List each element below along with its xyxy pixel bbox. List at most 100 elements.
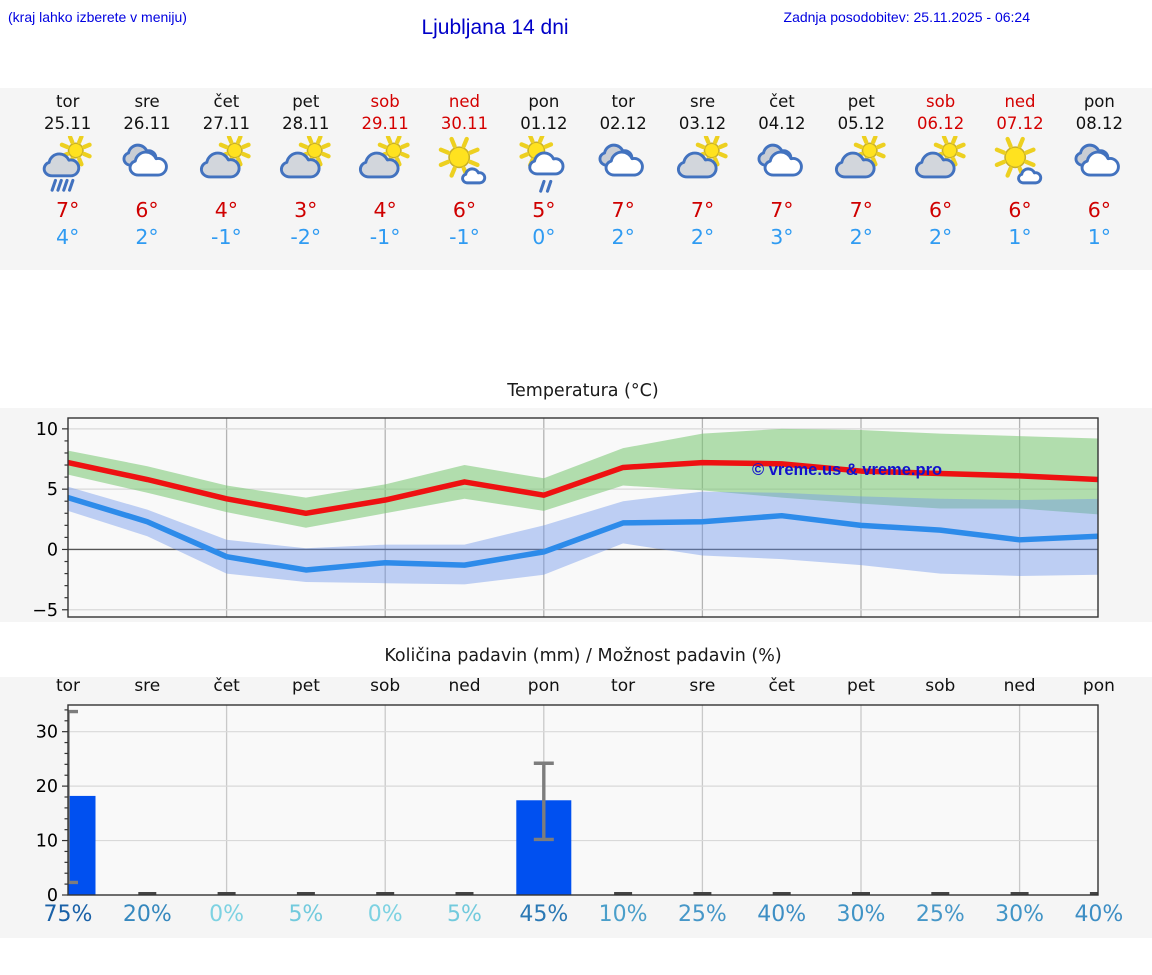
high-temp: 7° [770, 198, 794, 222]
forecast-day: čet 04.12 7° 3° [742, 88, 821, 270]
forecast-day: sob 06.12 6° 2° [901, 88, 980, 270]
day-name: pet [847, 92, 875, 111]
day-date: 07.12 [996, 114, 1044, 133]
high-temp: 4° [373, 198, 397, 222]
temperature-chart-title: Temperatura (°C) [507, 381, 659, 401]
forecast-day: sre 26.11 6° 2° [107, 88, 186, 270]
precip-probability: 30% [995, 902, 1045, 927]
forecast-day: ned 07.12 6° 1° [980, 88, 1059, 270]
forecast-day: pon 08.12 6° 1° [1060, 88, 1139, 270]
sun-cloud-icon [345, 134, 424, 194]
precip-day-label: sob [370, 676, 401, 696]
precip-probability: 20% [122, 902, 172, 927]
precip-probability: 0% [209, 902, 245, 927]
forecast-day: tor 02.12 7° 2° [584, 88, 663, 270]
day-name: tor [611, 92, 635, 111]
svg-text:10: 10 [36, 832, 58, 852]
day-date: 02.12 [599, 114, 647, 133]
precipitation-chart-plot: 0 10 20 30 [36, 704, 1099, 906]
low-temp: -1° [449, 225, 480, 249]
sun-cloud-icon [187, 134, 266, 194]
cloudy-icon [107, 136, 186, 194]
svg-text:0: 0 [47, 540, 58, 560]
low-temp: 4° [56, 225, 80, 249]
svg-text:−5: −5 [32, 601, 58, 621]
precip-probability: 40% [757, 902, 807, 927]
svg-text:30: 30 [36, 723, 58, 743]
precip-probability: 5% [447, 902, 482, 927]
high-temp: 7° [690, 198, 715, 222]
mostly-sunny-icon [425, 136, 504, 194]
sun-cloud-icon [822, 134, 901, 194]
low-temp: 2° [611, 225, 635, 249]
precip-day-label: pet [847, 676, 875, 696]
high-temp: 6° [135, 198, 159, 222]
svg-text:20: 20 [36, 777, 58, 797]
precip-day-label: čet [768, 676, 795, 696]
mostly-sunny-icon [980, 136, 1059, 194]
high-temp: 6° [452, 198, 477, 222]
precip-probability: 45% [519, 902, 569, 927]
day-date: 03.12 [678, 114, 727, 133]
day-name: sob [370, 92, 400, 111]
forecast-day: ned 30.11 6° -1° [425, 88, 504, 270]
forecast-day: sob 29.11 4° -1° [345, 88, 424, 270]
day-date: 08.12 [1075, 114, 1123, 133]
low-temp: -1° [369, 225, 401, 249]
sun-cloud-icon [901, 134, 980, 194]
low-temp: 0° [532, 225, 556, 249]
day-name: tor [56, 92, 80, 111]
sun-cloud-showers-icon [504, 133, 583, 194]
precip-probability: 0% [367, 902, 403, 927]
sun-cloud-rain-icon [28, 134, 107, 194]
day-date: 30.11 [440, 114, 489, 133]
forecast-day: pet 28.11 3° -2° [266, 88, 345, 270]
high-temp: 4° [214, 198, 239, 222]
high-temp: 6° [1008, 198, 1032, 222]
precip-probability: 75% [43, 902, 93, 927]
day-date: 01.12 [520, 114, 568, 133]
watermark-link[interactable]: © vreme.us & vreme.pro [752, 461, 943, 479]
day-name: pet [292, 92, 320, 111]
cloudy-icon [742, 136, 821, 194]
sun-cloud-icon [266, 134, 345, 194]
day-name: čet [769, 92, 795, 111]
day-date: 27.11 [202, 114, 251, 133]
low-temp: 1° [1008, 225, 1032, 249]
svg-text:0: 0 [47, 886, 58, 906]
low-temp: 2° [928, 225, 953, 249]
last-update: Zadnja posodobitev: 25.11.2025 - 06:24 [783, 9, 1030, 25]
day-name: pon [1083, 92, 1115, 111]
precip-probability: 30% [836, 902, 886, 927]
temperature-chart-plot: −5 0 5 10 [32, 417, 1099, 621]
precip-day-label: ned [448, 676, 481, 696]
day-date: 05.12 [837, 114, 885, 133]
day-name: ned [448, 92, 481, 111]
forecast-strip-background [0, 88, 1152, 270]
high-temp: 7° [56, 198, 80, 222]
precip-day-label: pet [291, 676, 320, 696]
precip-day-label: čet [213, 676, 240, 696]
precip-day-label: tor [55, 676, 81, 696]
day-date: 25.11 [44, 114, 92, 133]
location-hint: (kraj lahko izberete v meniju) [8, 9, 187, 25]
day-date: 28.11 [282, 114, 330, 133]
forecast-day: pet 05.12 7° 2° [822, 88, 901, 270]
precip-day-label: sob [925, 676, 956, 696]
svg-text:10: 10 [36, 420, 58, 440]
forecast-day: pon 01.12 5° 0° [504, 88, 583, 270]
high-temp: 3° [294, 198, 318, 222]
low-temp: 2° [690, 225, 715, 249]
precip-probability: 10% [598, 902, 648, 927]
forecast-strip: tor 25.11 7° 4° sre 26.11 6° 2° čet 27.11 4° -1° pet… [28, 88, 1139, 270]
precip-probability: 5% [288, 902, 324, 927]
high-temp: 7° [849, 198, 873, 222]
forecast-day: sre 03.12 7° 2° [663, 88, 742, 270]
high-temp: 6° [1087, 198, 1111, 222]
precip-day-label: ned [1003, 676, 1036, 696]
sun-cloud-icon [663, 134, 742, 194]
forecast-day: tor 25.11 7° 4° [28, 88, 107, 270]
high-temp: 7° [611, 198, 635, 222]
precip-probability: 40% [1074, 902, 1124, 927]
